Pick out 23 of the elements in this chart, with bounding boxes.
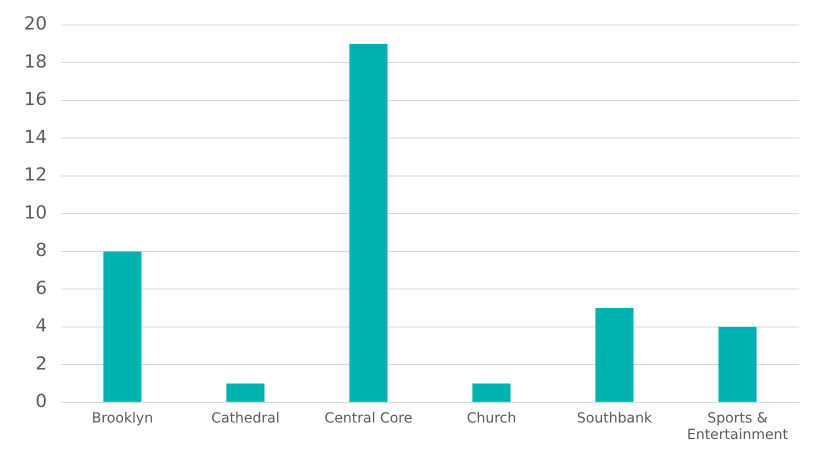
bar: [226, 384, 264, 402]
x-tick-label: Sports & Entertainment: [686, 410, 789, 444]
y-tick-label: 2: [35, 353, 47, 374]
bar: [595, 308, 634, 402]
y-tick-label: 8: [35, 240, 47, 262]
bar: [472, 384, 511, 402]
y-tick-label: 12: [24, 164, 47, 186]
bar: [103, 251, 142, 402]
x-tick-label: Southbank: [576, 410, 653, 426]
x-tick-label: Church: [466, 410, 516, 426]
y-tick-label: 10: [24, 202, 47, 224]
y-tick-label: 20: [24, 14, 47, 35]
x-tick-label: Central Core: [324, 410, 412, 426]
y-tick-label: 6: [35, 278, 47, 299]
y-tick-label: 4: [35, 316, 47, 337]
y-tick-label: 16: [24, 89, 47, 110]
bar: [718, 326, 757, 402]
y-tick-label: 14: [24, 126, 47, 148]
x-tick-label: Brooklyn: [92, 410, 154, 426]
x-tick-label: Cathedral: [211, 410, 280, 426]
y-tick-label: 18: [24, 51, 47, 72]
y-tick-label: 0: [35, 391, 47, 412]
bar: [349, 44, 388, 402]
